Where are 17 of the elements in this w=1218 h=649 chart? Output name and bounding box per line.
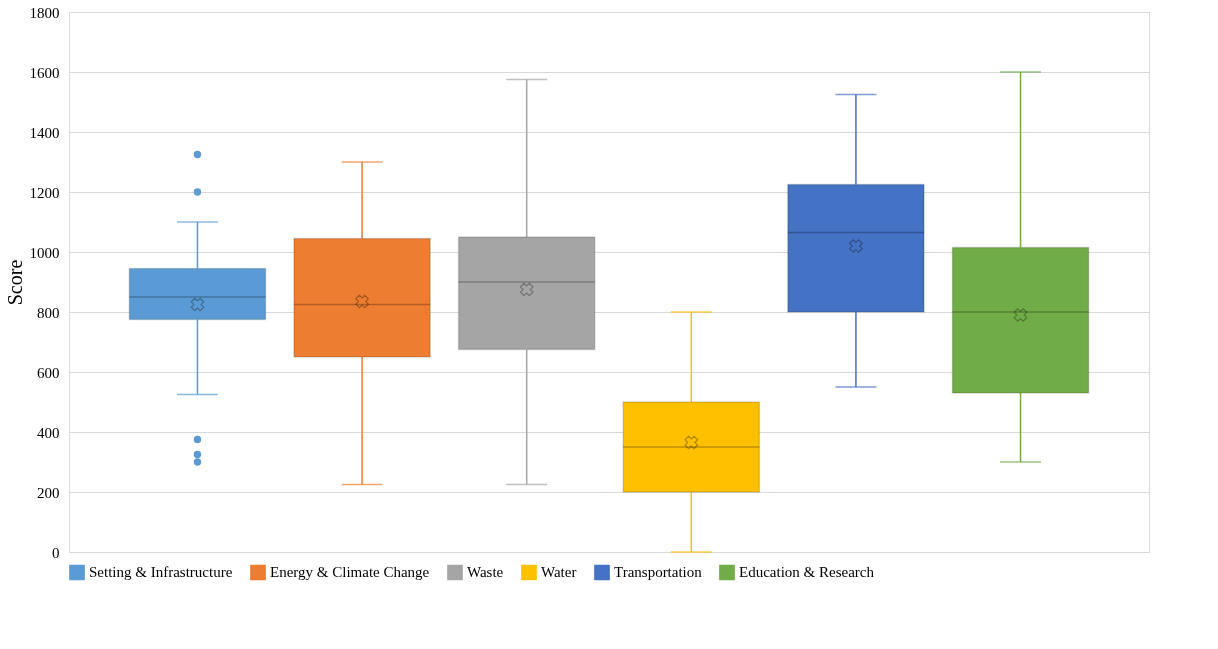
legend-label: Energy & Climate Change: [270, 564, 430, 581]
y-tick-label: 800: [37, 304, 60, 321]
y-tick-label: 600: [37, 364, 60, 381]
y-tick-label: 1200: [29, 184, 60, 201]
legend-label: Waste: [467, 564, 504, 581]
legend-label: Transportation: [614, 564, 703, 581]
y-tick-label: 200: [37, 484, 60, 501]
y-axis-title: Score: [3, 259, 26, 306]
y-tick-label: 400: [37, 424, 60, 441]
legend-label: Setting & Infrastructure: [89, 564, 233, 581]
y-tick-label: 1800: [29, 4, 60, 21]
y-tick-label: 0: [52, 544, 60, 561]
y-tick-label: 1600: [29, 64, 60, 81]
y-tick-label: 1000: [29, 244, 60, 261]
legend-label: Education & Research: [739, 564, 875, 581]
y-tick-label: 1400: [29, 124, 60, 141]
legend-label: Water: [541, 564, 577, 581]
